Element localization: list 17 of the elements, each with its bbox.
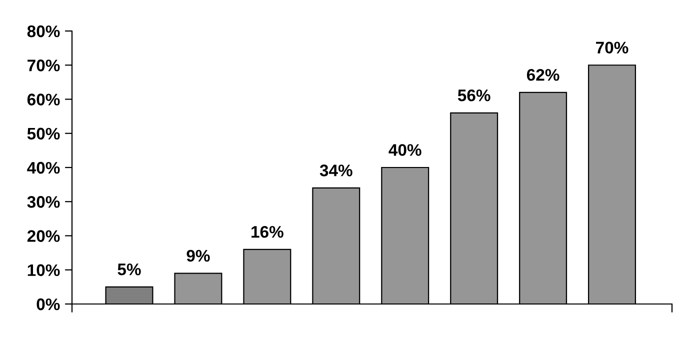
y-tick-label: 50% xyxy=(27,128,60,140)
data-label: 5% xyxy=(118,264,141,276)
data-label: 34% xyxy=(320,164,352,176)
y-tick-label: 30% xyxy=(27,196,60,208)
y-tick-label: 70% xyxy=(28,60,60,72)
data-label: 16% xyxy=(252,226,284,238)
y-tick-label: 10% xyxy=(28,264,60,276)
y-tick-label: 40% xyxy=(27,162,60,174)
data-label: 70% xyxy=(596,42,628,54)
y-tick-label: 60% xyxy=(27,94,60,106)
y-tick-label: 80% xyxy=(27,25,60,38)
data-label: 40% xyxy=(388,144,422,156)
data-label: 56% xyxy=(458,89,490,102)
data-label: 62% xyxy=(526,68,560,81)
y-tick-label: 20% xyxy=(27,230,60,242)
data-label: 9% xyxy=(186,250,210,262)
y-tick-label: 0% xyxy=(36,298,60,310)
